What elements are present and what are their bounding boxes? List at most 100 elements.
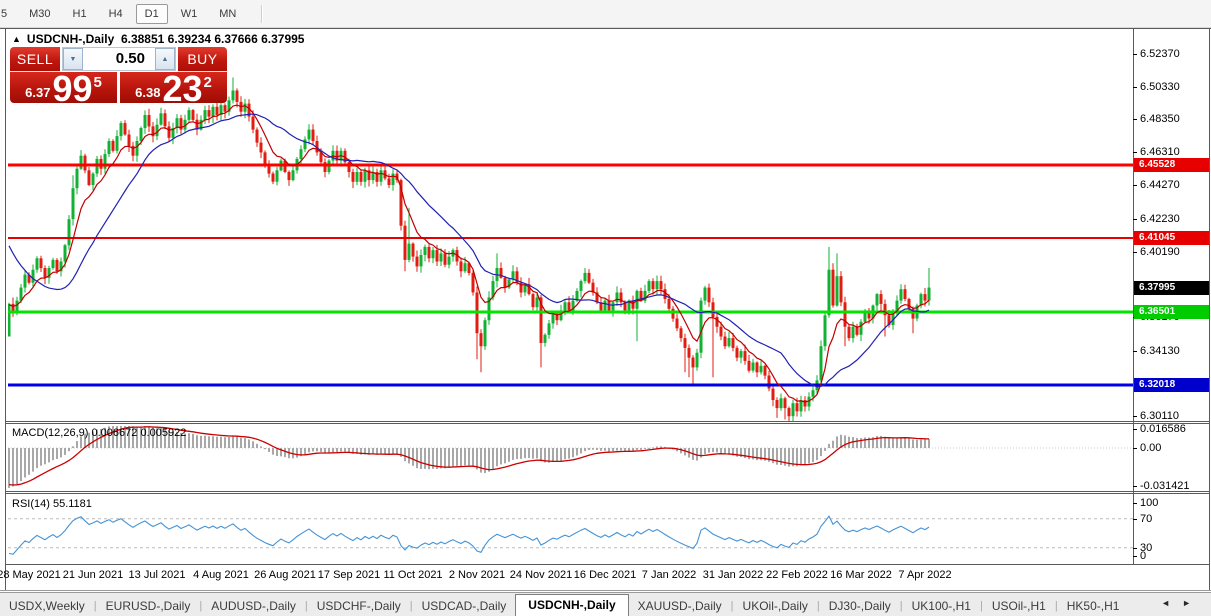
date-label: 31 Jan 2022 [702, 569, 764, 581]
tab-hk50-h1[interactable]: HK50-,H1 [1066, 599, 1120, 613]
collapse-icon[interactable]: ▲ [12, 34, 21, 44]
macd-scale-label: 0.016586 [1140, 423, 1186, 435]
tab-separator: | [816, 600, 820, 612]
price-label: 6.42230 [1140, 213, 1180, 225]
price-badge: 6.41045 [1134, 231, 1209, 245]
volume-input[interactable]: 0.50 [115, 50, 145, 67]
price-label: 6.34130 [1140, 345, 1180, 357]
buy-price-prefix: 6.38 [135, 85, 161, 100]
price-label: 6.48350 [1140, 113, 1180, 125]
tab-separator: | [93, 600, 97, 612]
sell-button[interactable]: SELL [10, 47, 60, 72]
rsi-label: RSI(14) 55.1181 [12, 498, 92, 510]
timeframe-button-m30[interactable]: M30 [29, 7, 51, 20]
date-label: 22 Feb 2022 [766, 569, 828, 581]
one-click-trade-panel: SELL ▼ 0.50 ▲ BUY 6.37 99 5 6.38 23 2 [10, 47, 227, 109]
price-label: 6.50330 [1140, 81, 1180, 93]
splitter-macd-a[interactable] [6, 421, 1209, 422]
tab-scroll-arrows: ◄► [1161, 598, 1203, 608]
tab-uk100-h1[interactable]: UK100-,H1 [911, 599, 971, 613]
date-label: 4 Aug 2021 [193, 569, 249, 581]
tab-usdchf-daily[interactable]: USDCHF-,Daily [316, 599, 401, 613]
chart-title: ▲ USDCNH-,Daily 6.38851 6.39234 6.37666 6… [12, 32, 304, 46]
price-badge: 6.32018 [1134, 378, 1209, 392]
tab-usdx-weekly[interactable]: USDX,Weekly [9, 599, 85, 613]
tab-usdcad-daily[interactable]: USDCAD-,Daily [421, 599, 507, 613]
splitter-macd-b[interactable] [6, 423, 1209, 424]
price-label: 6.46310 [1140, 146, 1180, 158]
tab-separator: | [199, 600, 203, 612]
price-badge: 6.45528 [1134, 158, 1209, 172]
macd-chart[interactable] [8, 425, 1133, 490]
rsi-value: 55.1181 [52, 498, 92, 510]
tab-separator: | [979, 600, 983, 612]
timeframe-button-h4[interactable]: H4 [108, 7, 123, 20]
candlestick-chart[interactable] [8, 30, 1133, 421]
macd-value-main: 0.006672 [91, 427, 138, 439]
price-label: 6.44270 [1140, 179, 1180, 191]
chart-ohlc-values: 6.38851 6.39234 6.37666 6.37995 [120, 32, 305, 46]
tab-audusd-daily[interactable]: AUDUSD-,Daily [211, 599, 296, 613]
date-label: 16 Mar 2022 [830, 569, 892, 581]
buy-price-pip: 2 [203, 74, 212, 91]
date-label: 26 Aug 2021 [254, 569, 316, 581]
timeframe-button-mn[interactable]: MN [219, 7, 237, 20]
timeframe-button-5[interactable]: 5 [1, 7, 8, 20]
macd-label: MACD(12,26,9) 0.006672 0.005922 [12, 427, 187, 439]
tab-usoil-h1[interactable]: USOil-,H1 [991, 599, 1046, 613]
tab-separator: | [899, 600, 903, 612]
date-label: 7 Jan 2022 [641, 569, 697, 581]
price-badge: 6.37995 [1134, 281, 1209, 295]
chart-window-right-border [1209, 28, 1210, 591]
sell-price-prefix: 6.37 [25, 85, 51, 100]
buy-button[interactable]: BUY [178, 47, 227, 72]
tab-eurusd-daily[interactable]: EURUSD-,Daily [105, 599, 191, 613]
timeframe-button-h1[interactable]: H1 [72, 7, 87, 20]
price-badge: 6.36501 [1134, 305, 1209, 319]
macd-scale-label: 0.00 [1140, 442, 1162, 454]
timeframe-toolbar: 5 M30 H1 H4 D1 W1 MN [0, 0, 1211, 28]
price-label: 6.36170 [1140, 311, 1180, 323]
rsi-scale-label: 0 [1140, 550, 1147, 562]
chart-window-left-border [5, 28, 6, 591]
sell-price-main: 99 [52, 68, 93, 109]
date-label: 13 Jul 2021 [128, 569, 186, 581]
date-label: 24 Nov 2021 [509, 569, 573, 581]
tab-separator: | [1054, 600, 1058, 612]
symbol-tabbar: USDX,Weekly | EURUSD-,Daily | AUDUSD-,Daily |… [0, 592, 1211, 616]
tab-usdcnh-daily[interactable]: USDCNH-,Daily [515, 594, 629, 616]
price-axis-separator [1133, 29, 1134, 565]
tab-dj30-daily[interactable]: DJ30-,Daily [828, 599, 891, 613]
rsi-chart[interactable] [8, 495, 1133, 563]
date-label: 7 Apr 2022 [898, 569, 952, 581]
volume-decrease-button[interactable]: ▼ [63, 48, 83, 70]
rsi-scale-label: 100 [1140, 497, 1159, 509]
rsi-scale-label: 70 [1140, 513, 1153, 525]
macd-value-signal: 0.005922 [140, 427, 187, 439]
timeframe-button-w1[interactable]: W1 [180, 7, 198, 20]
volume-control: ▼ 0.50 ▲ [62, 47, 176, 71]
sell-price[interactable]: 6.37 99 5 [10, 68, 117, 109]
date-label: 21 Jun 2021 [62, 569, 124, 581]
tab-xauusd-daily[interactable]: XAUUSD-,Daily [637, 599, 722, 613]
chart-window-top-border [0, 28, 1211, 29]
tab-separator: | [304, 600, 308, 612]
tab-scroll-right-icon[interactable]: ► [1182, 598, 1203, 608]
time-axis-separator [6, 564, 1209, 565]
tabbar-top-border [0, 590, 1211, 591]
buy-price[interactable]: 6.38 23 2 [120, 71, 227, 107]
splitter-rsi-a[interactable] [6, 491, 1209, 492]
time-axis: 28 May 2021 21 Jun 2021 13 Jul 2021 4 Aug 2… [0, 569, 1133, 589]
tab-scroll-left-icon[interactable]: ◄ [1161, 598, 1183, 608]
timeframe-button-d1[interactable]: D1 [135, 3, 168, 24]
toolbar-separator [261, 4, 264, 23]
splitter-rsi-b[interactable] [6, 493, 1209, 494]
volume-increase-button[interactable]: ▲ [155, 48, 175, 70]
tab-ukoil-daily[interactable]: UKOil-,Daily [742, 599, 808, 613]
date-label: 11 Oct 2021 [383, 569, 443, 581]
chart-symbol-period: USDCNH-,Daily [26, 32, 115, 46]
tab-separator: | [730, 600, 734, 612]
sell-price-pip: 5 [93, 74, 102, 91]
date-label: 28 May 2021 [0, 569, 61, 581]
